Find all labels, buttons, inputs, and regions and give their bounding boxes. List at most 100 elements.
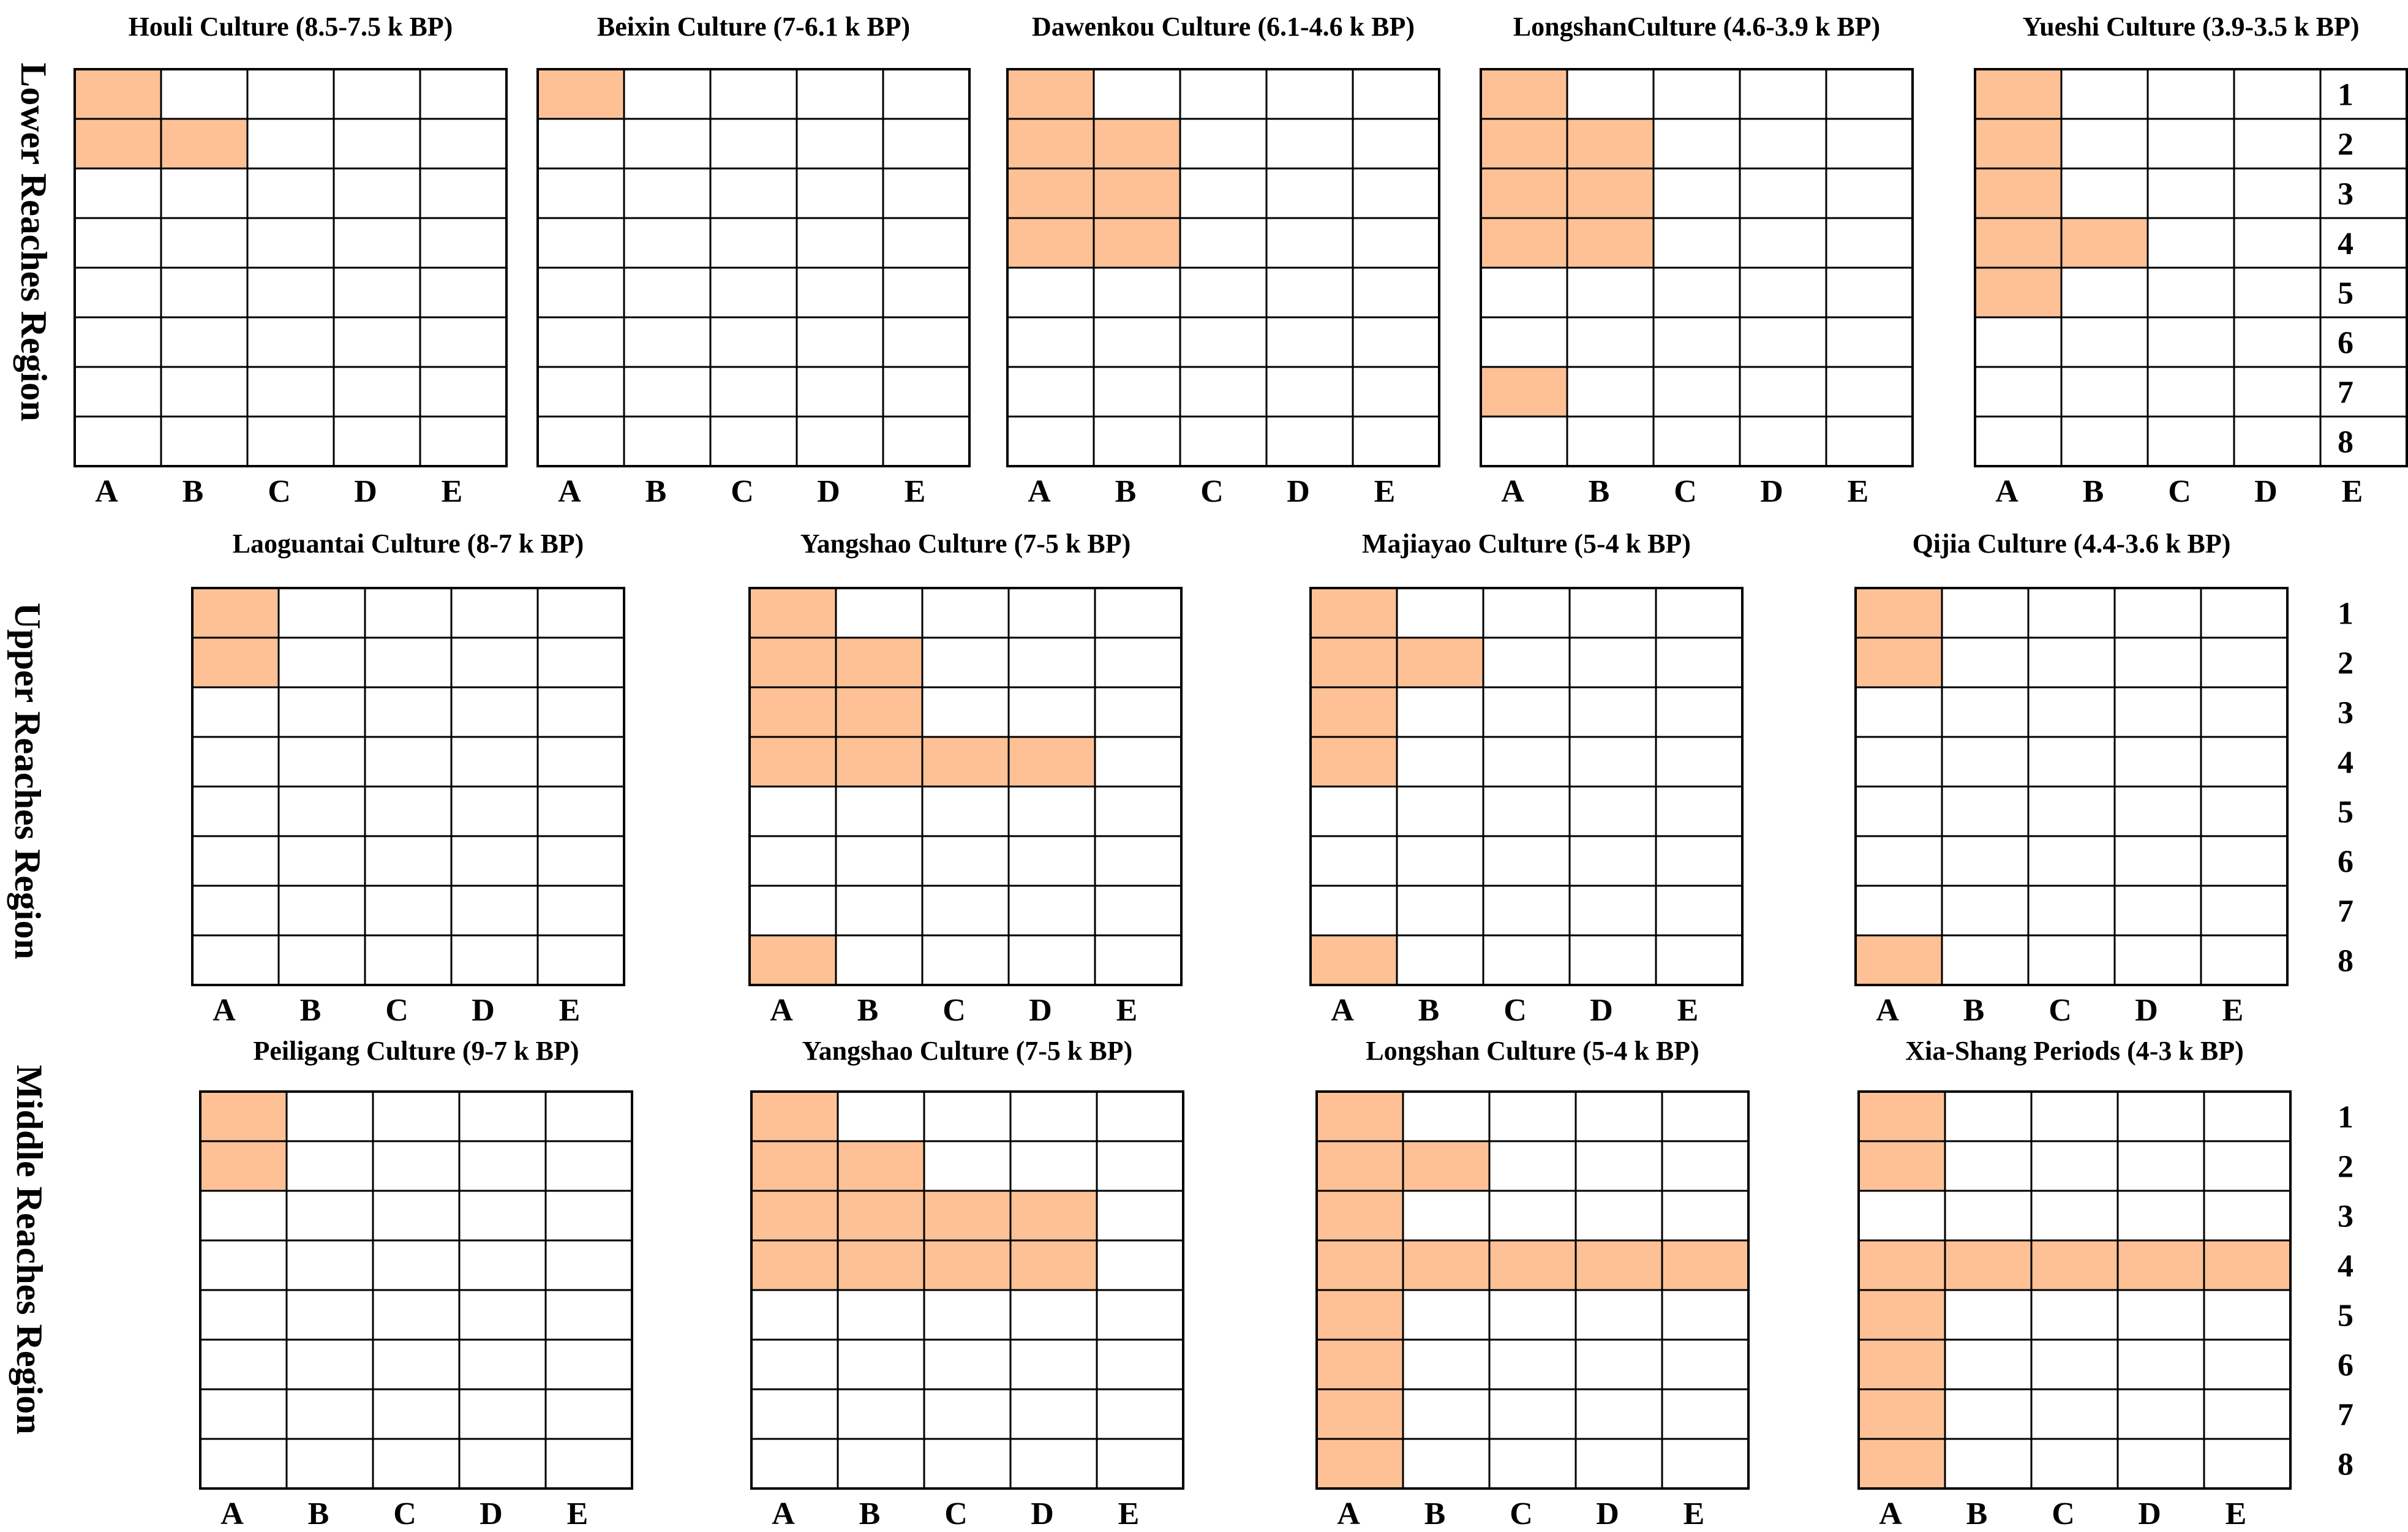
grid-cell-filled [835,636,924,689]
grid-cell-empty [923,1438,1012,1490]
grid-cell-filled [1006,68,1095,120]
grid-cell-empty [2060,118,2149,170]
column-label: D [1590,993,1613,1028]
grid-cell-empty [2200,785,2289,837]
grid-cell-empty [2027,736,2116,788]
grid-cell-empty [1009,1438,1098,1490]
grid-cell-empty [1575,1289,1663,1341]
grid-border [1857,1090,2292,1490]
grid-cell-empty [2030,1338,2119,1390]
grid-cell-empty [2233,366,2322,418]
grid-cell-filled [73,68,162,120]
column-label: B [1589,474,1610,509]
grid-cell-empty [1857,1190,1946,1242]
grid-cell-empty [1941,934,2030,986]
grid-cell-empty [1309,885,1398,937]
grid-cell-empty [372,1388,461,1440]
grid-cell-empty [1009,1388,1098,1440]
grid-cell-empty [458,1438,547,1490]
grid-cell-empty [1575,1438,1663,1490]
grid-cell-empty [277,785,366,837]
grid-cell-empty [623,316,712,368]
grid-cell-empty [1402,1388,1491,1440]
grid-cell-empty [246,266,335,319]
grid-cell-empty [1006,415,1095,467]
grid-cell-empty [2116,1438,2205,1490]
grid-cell-empty [1941,785,2030,837]
grid-cell-empty [2200,636,2289,689]
grid-cell-empty [835,835,924,887]
grid-cell-empty [1825,266,1914,319]
grid-cell-empty [2200,934,2289,986]
column-label: B [1418,993,1440,1028]
grid-border [1854,587,2289,986]
grid-cell-empty [1944,1140,2033,1192]
grid-cell-empty [2147,266,2235,319]
grid-cell-empty [1094,835,1183,887]
grid-cell-empty [1352,366,1440,418]
grid-cell-empty [2113,934,2202,986]
column-label: D [1760,474,1783,509]
grid-cell-empty [364,785,453,837]
culture-panel: Yangshao Culture (7-5 k BP) A B C D E [750,1036,1184,1531]
column-label: E [2342,474,2363,509]
grid-cell-empty [2233,266,2322,319]
region-label: Upper Reaches Region [7,603,48,959]
grid-border [1309,587,1744,986]
grid-cell-empty [1652,266,1741,319]
grid-cell-filled [1857,1140,1946,1192]
grid-cell-empty [2319,217,2408,269]
grid-cell-empty [1655,587,1744,639]
column-label: A [1876,993,1899,1028]
grid-cell-empty [1396,686,1484,738]
row-number: 8 [2338,425,2353,460]
grid-cell-empty [1352,415,1440,467]
grid-cell-empty [450,785,539,837]
grid-cell-filled [1093,217,1181,269]
grid-cell-empty [1739,316,1827,368]
grid-cell-empty [191,736,280,788]
column-label: D [817,474,840,509]
grid-cell-empty [750,1388,839,1440]
grid-cell-empty [1974,316,2063,368]
grid-cell-empty [333,68,421,120]
grid-cell-empty [1096,1239,1184,1291]
grid-cell-filled [750,1239,839,1291]
grid-cell-empty [1941,835,2030,887]
grid-cell-empty [2147,118,2235,170]
grid-cell-empty [536,934,625,986]
grid-cell-filled [1309,934,1398,986]
region-label: Lower Reaches Region [13,62,54,421]
row-number: 3 [2338,177,2353,212]
row-number: 1 [2338,78,2353,113]
grid-cell-empty [1566,415,1655,467]
grid-cell-empty [2060,68,2149,120]
grid-cell-empty [837,1438,925,1490]
grid-cell-empty [536,316,625,368]
grid-cell-empty [191,885,280,937]
grid-cell-empty [1652,316,1741,368]
grid-cell-empty [1309,785,1398,837]
grid-cell-empty [923,1388,1012,1440]
grid-cell-empty [2147,415,2235,467]
grid-cell-empty [882,415,971,467]
grid-cell-empty [835,885,924,937]
grid-cell-empty [1480,316,1568,368]
grid-cell-empty [1575,1190,1663,1242]
grid-border [750,1090,1184,1490]
grid-cell-empty [246,217,335,269]
grid-cell-empty [1652,167,1741,219]
grid-border [536,68,971,467]
grid-cell-empty [1093,415,1181,467]
row-number: 2 [2338,1150,2353,1185]
grid-cell-empty [2027,686,2116,738]
grid-cell-empty [364,686,453,738]
grid-cell-empty [1652,118,1741,170]
column-label: D [2254,474,2278,509]
grid-cell-empty [2200,686,2289,738]
culture-panel: Peiligang Culture (9-7 k BP) A B C D E [199,1036,633,1531]
column-label: B [1115,474,1137,509]
culture-panel: Houli Culture (8.5-7.5 k BP) A B C D E [73,12,508,509]
panel-title: Yueshi Culture (3.9-3.5 k BP) [2022,12,2359,42]
column-label: D [354,474,377,509]
